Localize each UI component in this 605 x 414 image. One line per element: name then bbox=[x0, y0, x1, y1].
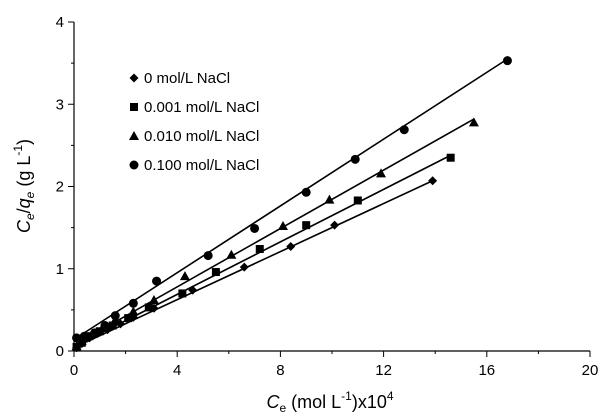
data-point-series-0 bbox=[330, 220, 340, 230]
data-point-series-1 bbox=[353, 196, 362, 205]
fit-line-series-2 bbox=[73, 118, 475, 346]
data-point-series-1 bbox=[446, 153, 455, 162]
y-tick-label: 3 bbox=[56, 96, 64, 113]
data-point-series-0 bbox=[239, 262, 249, 272]
data-point-series-1 bbox=[144, 303, 153, 312]
data-point-series-1 bbox=[178, 289, 187, 298]
legend-label-series-3: 0.100 mol/L NaCl bbox=[144, 157, 259, 174]
legend-label-series-1: 0.001 mol/L NaCl bbox=[144, 99, 259, 116]
data-point-series-3 bbox=[203, 251, 213, 261]
data-point-series-2 bbox=[71, 341, 82, 351]
data-point-series-3 bbox=[250, 223, 260, 233]
y-tick-label: 2 bbox=[56, 179, 64, 196]
x-tick-label: 20 bbox=[582, 362, 599, 379]
data-point-series-3 bbox=[100, 321, 110, 331]
data-point-series-3 bbox=[301, 187, 311, 197]
data-point-series-0 bbox=[428, 176, 438, 186]
y-axis-title: Ce/qe (g L-1) bbox=[11, 139, 37, 233]
data-point-series-2 bbox=[468, 117, 479, 127]
data-point-series-3 bbox=[128, 298, 138, 308]
data-point-series-2 bbox=[128, 306, 139, 316]
data-point-series-2 bbox=[179, 271, 190, 281]
data-point-series-3 bbox=[79, 331, 89, 341]
y-tick-label: 4 bbox=[56, 14, 64, 31]
data-point-series-2 bbox=[148, 295, 159, 305]
x-tick-label: 16 bbox=[478, 362, 495, 379]
legend-label-series-0: 0 mol/L NaCl bbox=[144, 70, 230, 87]
data-point-series-2 bbox=[376, 168, 387, 178]
data-point-series-0 bbox=[286, 242, 296, 252]
data-point-series-3 bbox=[110, 311, 120, 321]
data-point-series-3 bbox=[502, 56, 512, 66]
y-tick-label: 0 bbox=[56, 343, 64, 360]
data-point-series-3 bbox=[399, 125, 409, 135]
data-point-series-2 bbox=[226, 249, 237, 259]
y-tick-label: 1 bbox=[56, 261, 64, 278]
data-point-series-2 bbox=[277, 220, 288, 230]
data-point-series-1 bbox=[302, 221, 311, 230]
legend-marker-series-2 bbox=[129, 131, 139, 140]
x-tick-label: 4 bbox=[173, 362, 181, 379]
data-point-series-2 bbox=[76, 336, 87, 346]
legend-marker-series-3 bbox=[129, 160, 139, 170]
data-point-series-1 bbox=[255, 245, 264, 254]
legend-marker-series-0 bbox=[129, 73, 139, 83]
data-point-series-3 bbox=[90, 328, 100, 338]
data-point-series-1 bbox=[211, 268, 220, 277]
x-tick-label: 12 bbox=[375, 362, 392, 379]
data-point-series-3 bbox=[350, 154, 360, 164]
fit-line-series-0 bbox=[73, 180, 433, 349]
data-point-series-3 bbox=[72, 333, 82, 343]
data-point-series-3 bbox=[152, 276, 162, 286]
legend-marker-series-1 bbox=[130, 103, 138, 111]
data-point-series-2 bbox=[324, 194, 335, 204]
data-point-series-1 bbox=[124, 314, 133, 323]
legend-label-series-2: 0.010 mol/L NaCl bbox=[144, 128, 259, 145]
data-point-series-1 bbox=[108, 321, 117, 330]
x-tick-label: 8 bbox=[276, 362, 284, 379]
x-tick-label: 0 bbox=[70, 362, 78, 379]
fit-line-series-3 bbox=[73, 58, 508, 341]
x-axis-title: Ce (mol L-1)x104 bbox=[266, 389, 393, 414]
